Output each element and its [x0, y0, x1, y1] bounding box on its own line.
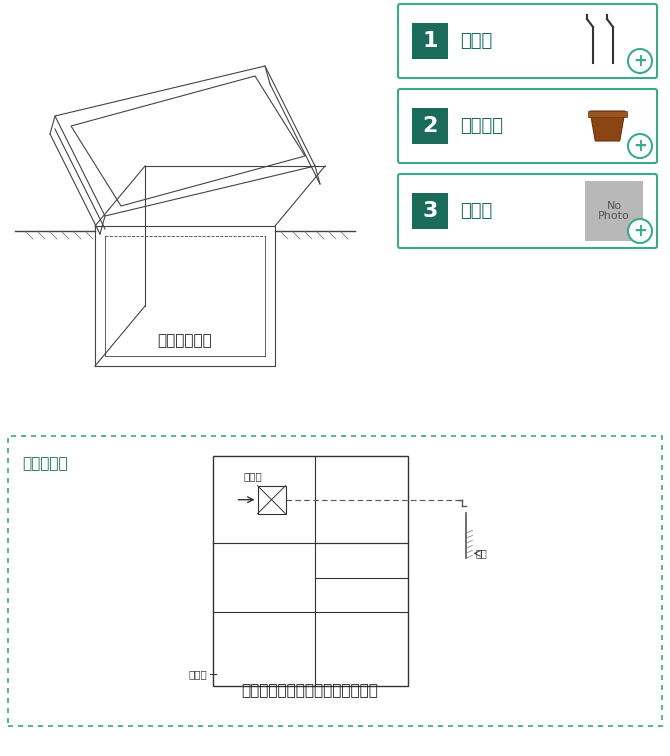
Bar [412, 193, 448, 229]
FancyBboxPatch shape [8, 436, 662, 726]
FancyBboxPatch shape [398, 89, 657, 163]
Text: 2: 2 [422, 116, 438, 136]
Bar [257, 485, 285, 513]
Text: Photo: Photo [598, 211, 630, 221]
Text: +: + [633, 52, 647, 70]
Text: 矢印の方向から見た釜蛭釘の向き: 矢印の方向から見た釜蛭釘の向き [242, 683, 379, 698]
Text: 本炉壇: 本炉壇 [460, 32, 492, 50]
Circle shape [628, 219, 652, 243]
FancyBboxPatch shape [398, 4, 657, 78]
Text: 【参考例】: 【参考例】 [22, 456, 68, 471]
Text: 天井: 天井 [476, 548, 487, 559]
Bar [585, 181, 643, 241]
Text: +: + [633, 137, 647, 155]
Text: +: + [633, 222, 647, 240]
Text: No: No [606, 201, 622, 211]
Text: 炉壇の据え方: 炉壇の据え方 [157, 333, 212, 349]
FancyBboxPatch shape [398, 174, 657, 248]
Text: 1: 1 [422, 31, 438, 51]
Circle shape [628, 134, 652, 158]
Text: 3: 3 [422, 201, 438, 221]
Text: 銅板炉壇: 銅板炉壇 [460, 117, 503, 135]
Bar [412, 23, 448, 59]
Bar [588, 111, 627, 117]
Bar [212, 456, 407, 686]
Circle shape [628, 49, 652, 73]
Text: 釜蛭釘: 釜蛭釘 [460, 202, 492, 220]
Text: 点前畳: 点前畳 [243, 471, 262, 481]
Bar [412, 108, 448, 144]
Text: 茶道口: 茶道口 [189, 669, 208, 679]
Polygon shape [590, 111, 625, 141]
